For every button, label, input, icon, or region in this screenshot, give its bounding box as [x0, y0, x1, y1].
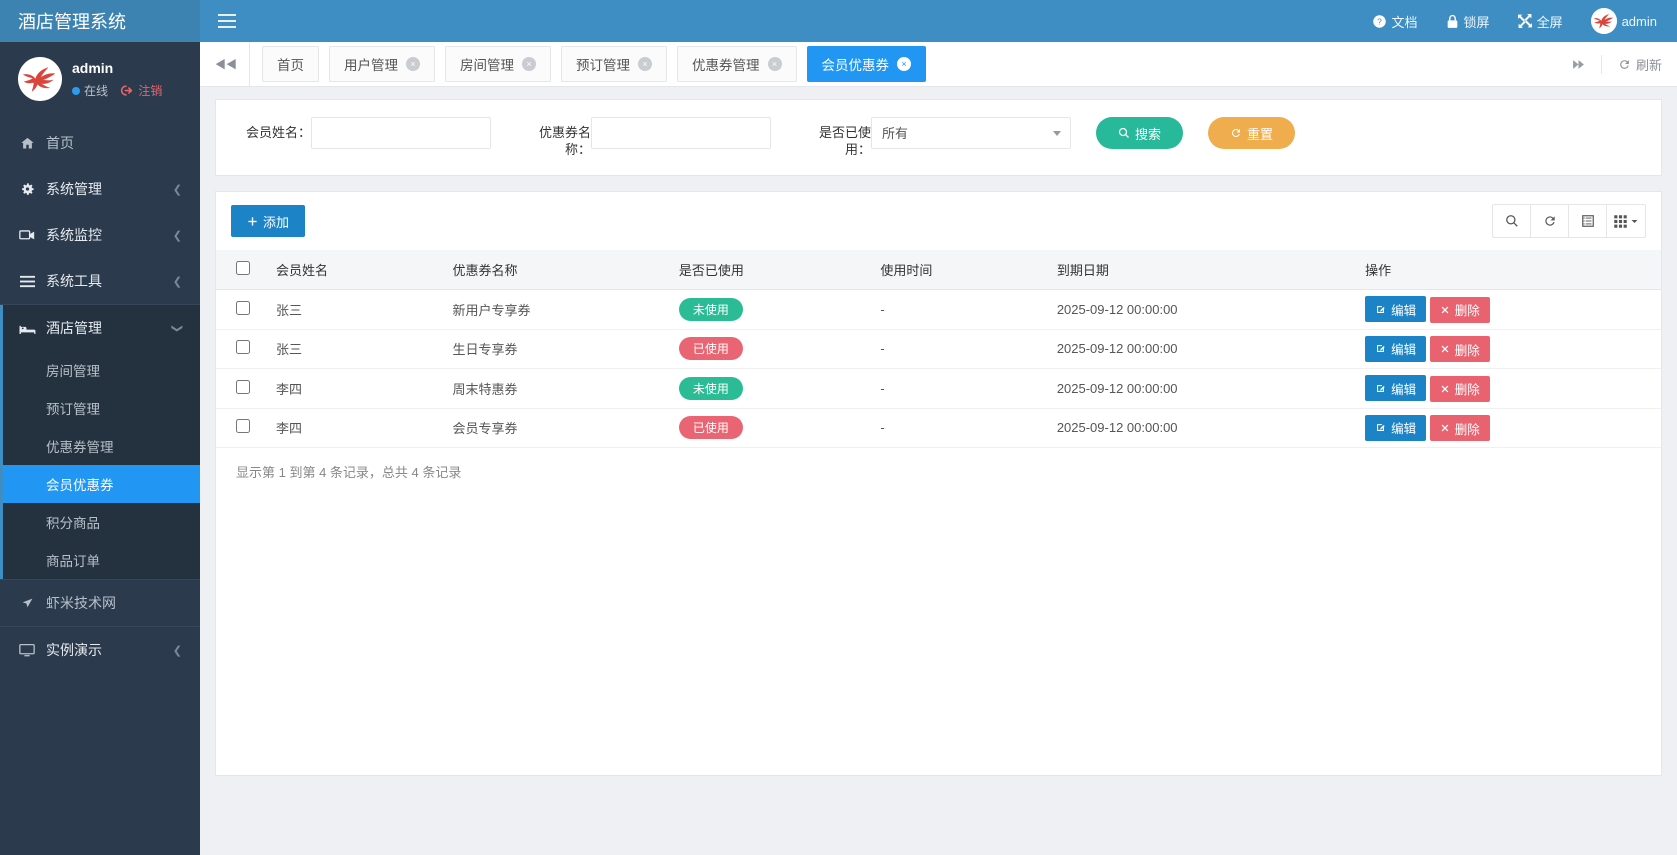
svg-text:?: ? — [1377, 17, 1382, 26]
